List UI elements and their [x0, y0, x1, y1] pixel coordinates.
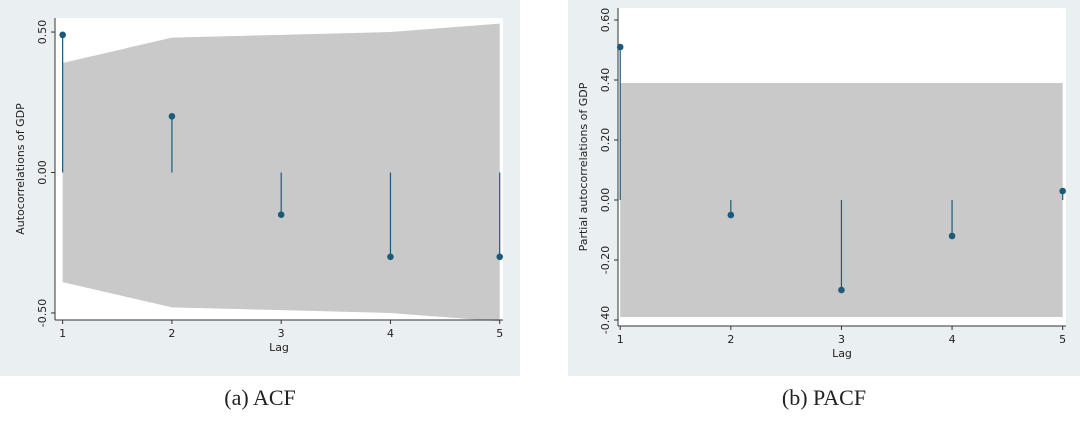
x-tick-label: 1 — [617, 333, 624, 346]
y-tick-label: 0.00 — [599, 188, 612, 213]
stem-marker — [277, 211, 285, 218]
x-tick-label: 5 — [496, 327, 503, 340]
y-tick-label: -0.40 — [599, 306, 612, 334]
y-axis-label: Autocorrelations of GDP — [14, 103, 27, 235]
x-axis-label: Lag — [269, 341, 289, 354]
stem-marker — [59, 31, 66, 39]
y-tick-label: 0.40 — [599, 68, 612, 93]
stem-marker — [948, 232, 956, 240]
stem-marker — [838, 286, 845, 294]
y-axis-label: Partial autocorrelations of GDP — [577, 82, 590, 251]
stem-marker — [727, 211, 735, 219]
x-tick-label: 3 — [278, 327, 285, 340]
x-tick-label: 1 — [59, 327, 66, 340]
y-tick-label: 0.50 — [36, 20, 49, 45]
x-tick-label: 2 — [727, 333, 734, 346]
y-tick-label: 0.20 — [599, 128, 612, 153]
stem-marker — [387, 253, 394, 261]
y-tick-label: -0.20 — [599, 246, 612, 274]
x-tick-label: 3 — [838, 333, 845, 346]
x-tick-label: 5 — [1059, 333, 1066, 346]
caption: (b) PACF — [782, 385, 866, 410]
y-tick-label: 0.60 — [599, 8, 612, 33]
x-tick-label: 2 — [168, 327, 175, 340]
y-tick-label: 0.00 — [36, 160, 49, 185]
stem-marker — [496, 253, 504, 261]
stem-marker — [1059, 187, 1066, 195]
x-tick-label: 4 — [387, 327, 394, 340]
x-tick-label: 4 — [949, 333, 956, 346]
stem-marker — [616, 43, 624, 51]
y-tick-label: -0.50 — [36, 299, 49, 327]
x-axis-label: Lag — [832, 347, 852, 360]
caption: (a) ACF — [224, 385, 296, 410]
stem-marker — [168, 113, 176, 120]
